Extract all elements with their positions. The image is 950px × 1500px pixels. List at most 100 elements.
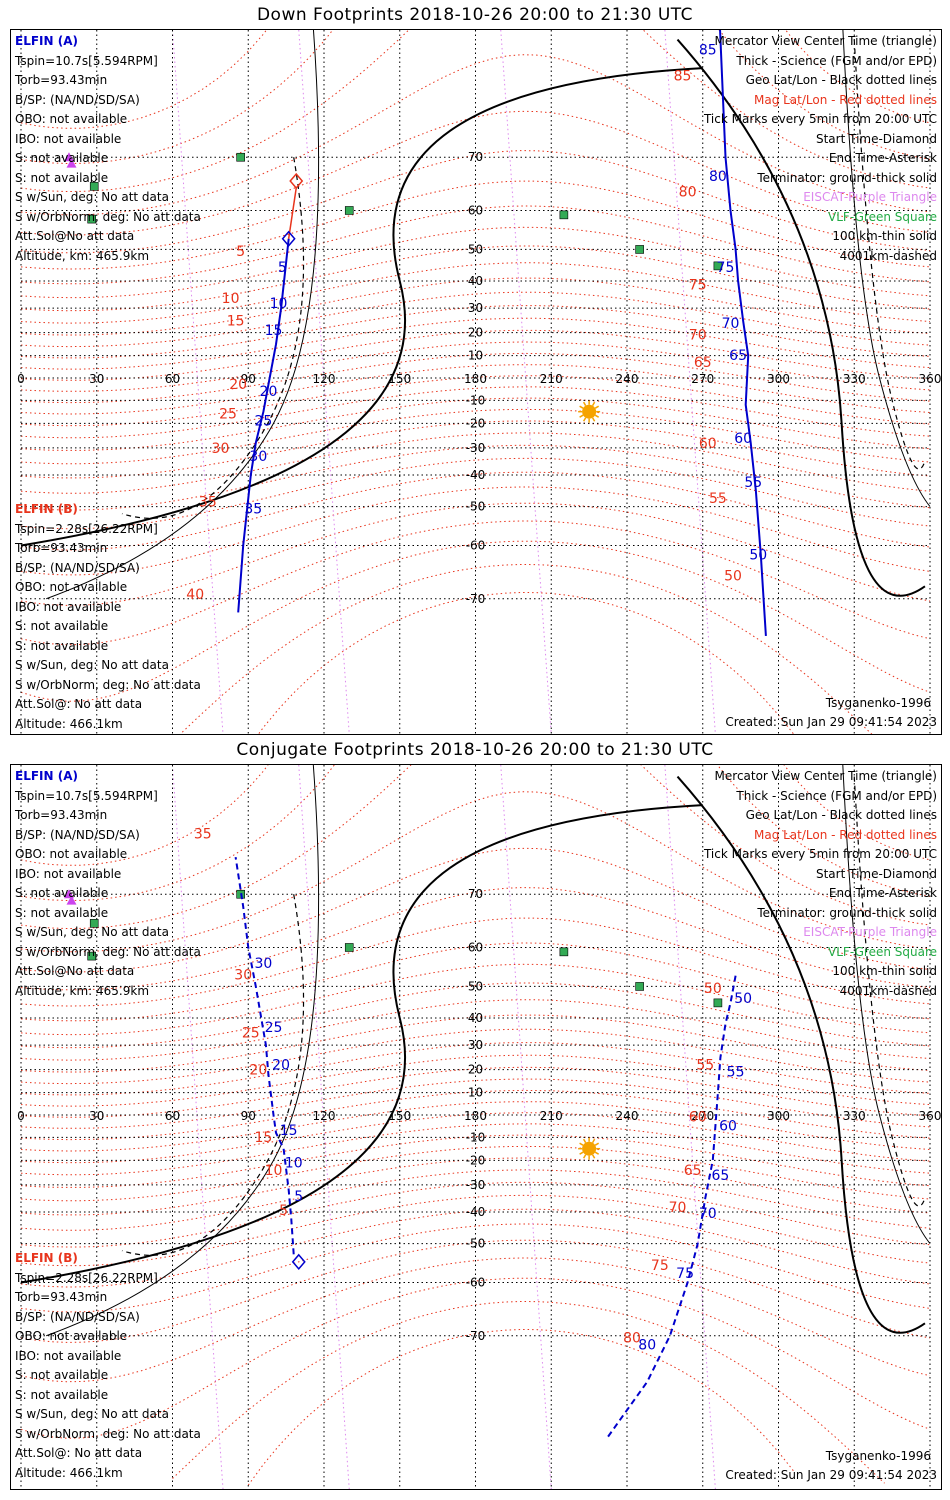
lat-tick-label: -10 [466, 1130, 486, 1144]
mag-lat-line [20, 30, 931, 165]
elfin-a-mag-label: 20 [229, 377, 247, 393]
mag-lat-line [20, 30, 931, 193]
info-line: Altitude, km: 465.9km [15, 248, 150, 263]
info-line: S w/Sun, deg: No att data [15, 925, 169, 939]
legend-item: Thick - Science (FGM and/or EPD) [736, 53, 937, 68]
mag-lon-line [500, 765, 552, 1489]
info-line: B/SP: (NA/ND/SD/SA) [15, 560, 140, 575]
elfin-a-mag-label: 30 [212, 441, 230, 457]
lon-tick-label: 330 [843, 372, 866, 386]
lon-tick-label: 0 [17, 1109, 25, 1123]
elfin-a-mag-label: 20 [249, 1062, 267, 1078]
mag-lat-line [20, 999, 931, 1061]
elfin-a-tick-label: 30 [254, 956, 272, 972]
terminator-100km [842, 765, 931, 1244]
legend-item: Tick Marks every 5min from 20:00 UTC [703, 112, 937, 126]
info-line: Altitude, km: 465.9km [15, 983, 150, 998]
lat-tick-label: 40 [468, 1011, 483, 1025]
mag-lat-line [257, 591, 794, 734]
vlf-site-icon [89, 182, 99, 191]
legend-item: 4001km-dashed [839, 983, 937, 998]
sun-ray [582, 1138, 587, 1144]
elfin-a-trace [234, 856, 295, 1255]
elfin-b-mag-label: 75 [689, 277, 707, 293]
vlf-site-icon [713, 998, 723, 1008]
elfin-b-tick-label: 60 [734, 431, 752, 447]
model-label-down: Tsyganenko-1996 [825, 696, 931, 710]
lat-tick-label: -50 [466, 1237, 486, 1251]
orbit-traces: 5 10 15 20 25 30 50 55 60 65 70 75 80 5 10 15 20 25 30 35 50… [194, 827, 752, 1439]
vlf-site-icon [344, 206, 354, 215]
elfin-a-tick-label: 20 [272, 1058, 290, 1074]
lat-tick-label: 40 [468, 274, 483, 288]
info-line: IBO: not available [15, 1348, 122, 1363]
lon-tick-label: 60 [165, 1109, 180, 1123]
info-line: OBO: not available [15, 580, 128, 594]
elfin-a-mag-label: 5 [279, 1203, 288, 1219]
lon-tick-label: 120 [313, 1109, 336, 1123]
mag-lat-line [20, 110, 931, 236]
info-line: B/SP: (NA/ND/SD/SA) [15, 92, 140, 107]
elfin-a-mag-label: 15 [254, 1130, 272, 1146]
elfin-b-mag-label: 60 [699, 436, 717, 452]
legend-item: 100 km-thin solid [832, 964, 937, 978]
elfin-b-mag-label: 70 [669, 1200, 687, 1216]
info-line: S: not available [15, 170, 109, 185]
lat-tick-label: 10 [468, 349, 483, 363]
info-line: Tspin=10.7s[5.594RPM] [15, 53, 158, 68]
mag-lon-line [664, 30, 716, 734]
lat-tick-label: 60 [468, 940, 483, 954]
lon-tick-label: 210 [540, 1109, 563, 1123]
elfin-a-tick-label: 10 [270, 296, 288, 312]
info-line: S: not available [15, 619, 109, 633]
eiscat-site-icon [66, 895, 77, 905]
info-line: S w/OrbNorm, deg: No att data [15, 677, 201, 692]
info-line: S w/Sun, deg: No att data [15, 658, 169, 672]
lon-tick-label: 240 [616, 1109, 639, 1123]
info-line: B/SP: (NA/ND/SD/SA) [15, 827, 140, 842]
terminator [20, 30, 931, 600]
sun-ray [582, 417, 587, 422]
info-line: Torb=93.43min [15, 541, 108, 555]
info-line: IBO: not available [15, 866, 122, 881]
elfin-b-tick-label: 65 [712, 1168, 730, 1184]
legend-item: Geo Lat/Lon - Black dotted lines [745, 808, 937, 822]
terminator-4001km [853, 39, 926, 470]
map-panel-conjugate: 0 30 60 90 120 150 180 210 240 270 300 330 360 -70 -60… [10, 764, 942, 1490]
legend-down: Mercator View Center Time (triangle) Thic… [704, 32, 937, 266]
elfin-a-mag-label: 30 [234, 967, 252, 983]
terminator-100km [46, 30, 320, 600]
info-line: Tspin=2.28s[26.22RPM] [15, 521, 158, 536]
lat-tick-label: 20 [468, 1063, 483, 1077]
elfin-b-mag-label: 50 [724, 569, 742, 585]
lon-tick-label: 90 [241, 372, 256, 386]
elfin-a-tick-label: 15 [280, 1123, 298, 1139]
elfin-b-header: ELFIN (B) [15, 502, 78, 516]
lon-tick-label: 270 [691, 372, 714, 386]
legend-item: Mag Lat/Lon - Red dotted lines [753, 92, 937, 107]
elfin-a-tick-label: 20 [260, 384, 278, 400]
sun-ray [582, 1154, 587, 1159]
mag-lat-line [20, 1223, 931, 1313]
model-label-conjugate: Tsyganenko-1996 [825, 1449, 931, 1463]
elfin-b-mag-label: 55 [696, 1058, 714, 1074]
mag-lat-line [20, 765, 931, 930]
legend-item: Geo Lat/Lon - Black dotted lines [745, 73, 937, 87]
elfin-b-tick-label: 80 [638, 1337, 656, 1353]
terminator-100km [842, 30, 931, 507]
sun-disc [582, 404, 597, 419]
legend-item: VLF-Green Square [828, 209, 937, 224]
lat-tick-label: -60 [466, 539, 486, 553]
elfin-a-header: ELFIN (A) [15, 34, 78, 48]
info-line: Tspin=10.7s[5.594RPM] [15, 788, 158, 803]
terminator [20, 765, 931, 1337]
elfin-b-mag-label: 60 [689, 1110, 707, 1126]
terminator-line [676, 775, 926, 1334]
mag-lat-line [20, 1277, 931, 1439]
info-line: S: not available [15, 1387, 109, 1402]
lat-tick-label: -50 [466, 500, 486, 514]
elfin-b-info-conjugate: ELFIN (B) Tspin=2.28s[26.22RPM] Torb=93.4… [15, 1249, 201, 1483]
mag-lat-line [20, 150, 931, 254]
mag-lat-line [20, 847, 931, 973]
lon-tick-label: 180 [464, 372, 487, 386]
